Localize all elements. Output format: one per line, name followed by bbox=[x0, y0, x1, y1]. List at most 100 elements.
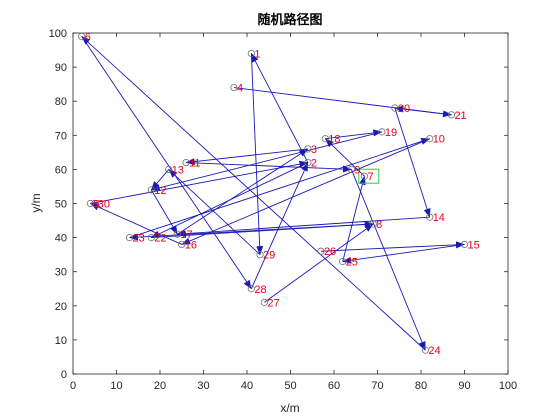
node-label-14: 14 bbox=[433, 212, 445, 224]
y-tick-label: 30 bbox=[55, 267, 67, 279]
node-point-25 bbox=[339, 257, 347, 266]
node-label-4: 4 bbox=[237, 83, 243, 95]
path-edge-3-11 bbox=[185, 148, 308, 166]
node-label-10: 10 bbox=[433, 134, 445, 146]
node-label-22: 22 bbox=[154, 233, 166, 245]
node-label-11: 11 bbox=[189, 158, 200, 170]
x-tick-label: 20 bbox=[154, 380, 166, 392]
path-edge-27-8 bbox=[264, 223, 374, 303]
path-edge-23-10 bbox=[129, 138, 431, 239]
node-point-8 bbox=[369, 220, 377, 228]
y-tick-label: 70 bbox=[55, 130, 67, 142]
x-tick-label: 60 bbox=[328, 380, 340, 392]
path-edge-24-6 bbox=[81, 36, 426, 351]
node-point-22 bbox=[147, 234, 155, 242]
node-point-11 bbox=[182, 158, 190, 167]
y-tick-label: 50 bbox=[55, 199, 67, 211]
y-tick-label: 60 bbox=[55, 164, 67, 176]
node-label-18: 18 bbox=[328, 134, 340, 146]
node-label-23: 23 bbox=[133, 233, 145, 245]
node-point-13 bbox=[165, 165, 173, 173]
path-edge-20-14 bbox=[394, 107, 431, 218]
node-point-5 bbox=[86, 199, 95, 208]
path-edge-10-16 bbox=[181, 138, 430, 245]
highlight-marker bbox=[358, 168, 380, 184]
y-tick-label: 20 bbox=[55, 301, 67, 313]
node-point-28 bbox=[247, 285, 255, 293]
node-label-7: 7 bbox=[367, 171, 373, 183]
node-point-16 bbox=[178, 240, 186, 249]
path-edge-6-28 bbox=[81, 36, 252, 290]
node-point-27 bbox=[260, 298, 268, 306]
node-label-26: 26 bbox=[324, 246, 336, 258]
plot-area bbox=[72, 32, 509, 375]
y-tick-label: 0 bbox=[61, 369, 67, 381]
label-layer: 1234567891011121314151617181920212223242… bbox=[85, 31, 480, 357]
edge-layer bbox=[81, 36, 465, 351]
path-edge-5-2 bbox=[90, 160, 309, 204]
node-point-2 bbox=[304, 158, 312, 167]
node-point-20 bbox=[391, 104, 399, 112]
node-point-19 bbox=[378, 128, 386, 136]
node-label-12: 12 bbox=[154, 185, 166, 197]
node-point-29 bbox=[256, 251, 264, 259]
node-point-26 bbox=[317, 247, 325, 255]
node-label-9: 9 bbox=[354, 164, 360, 176]
x-tick-label: 30 bbox=[197, 380, 209, 392]
y-tick-label: 40 bbox=[55, 233, 67, 245]
path-edge-29-13 bbox=[168, 169, 261, 255]
x-tick-label: 0 bbox=[70, 380, 76, 392]
x-tick-label: 10 bbox=[110, 380, 122, 392]
x-tick-label: 40 bbox=[241, 380, 253, 392]
node-label-16: 16 bbox=[185, 239, 197, 251]
node-label-13: 13 bbox=[172, 164, 184, 176]
path-edge-26-15 bbox=[320, 241, 465, 252]
path-edge-11-9 bbox=[186, 162, 352, 173]
path-edge-25-7 bbox=[342, 175, 366, 262]
x-tick-label: 90 bbox=[458, 380, 470, 392]
node-label-29: 29 bbox=[263, 250, 275, 262]
y-tick-label: 100 bbox=[49, 28, 67, 40]
node-label-21: 21 bbox=[454, 110, 466, 122]
x-tick-label: 50 bbox=[284, 380, 296, 392]
path-edge-17-3 bbox=[177, 148, 309, 235]
node-label-20: 20 bbox=[398, 103, 410, 115]
node-point-1 bbox=[247, 49, 255, 58]
y-tick-label: 90 bbox=[55, 62, 67, 74]
path-edge-1-29 bbox=[250, 53, 264, 256]
path-edge-2-22 bbox=[150, 162, 309, 239]
node-point-12 bbox=[147, 186, 155, 194]
y-axis-label: y/m bbox=[29, 193, 43, 212]
path-edge-8-23 bbox=[129, 223, 374, 241]
x-tick-label: 70 bbox=[371, 380, 383, 392]
node-label-1: 1 bbox=[254, 48, 260, 60]
axis-ticks: 0 10 20 30 40 50 60 70 80 90 100 0 10 20 30 40 50 60 70 80 9… bbox=[49, 28, 518, 392]
node-point-30 bbox=[91, 199, 99, 208]
x-tick-label: 100 bbox=[499, 380, 517, 392]
node-label-28: 28 bbox=[254, 284, 266, 296]
node-point-14 bbox=[426, 213, 434, 221]
x-axis-label: x/m bbox=[280, 401, 299, 415]
node-point-15 bbox=[460, 240, 469, 249]
node-label-30: 30 bbox=[98, 199, 110, 211]
path-edge-14-17 bbox=[176, 216, 430, 238]
node-point-17 bbox=[173, 230, 181, 238]
node-label-24: 24 bbox=[428, 345, 440, 357]
node-label-5: 5 bbox=[93, 199, 99, 211]
node-point-3 bbox=[304, 145, 312, 153]
node-label-15: 15 bbox=[468, 239, 480, 251]
path-edge-21-20 bbox=[394, 105, 452, 116]
node-point-24 bbox=[421, 346, 429, 354]
path-edge-18-19 bbox=[325, 129, 383, 140]
y-tick-label: 80 bbox=[55, 96, 67, 108]
node-point-10 bbox=[426, 135, 434, 143]
path-edge-19-12 bbox=[150, 131, 382, 192]
y-tick-label: 10 bbox=[55, 335, 67, 347]
node-label-17: 17 bbox=[180, 229, 192, 241]
node-point-21 bbox=[447, 111, 456, 119]
node-point-23 bbox=[125, 234, 134, 242]
path-edge-15-25 bbox=[342, 243, 465, 264]
path-edge-2-1 bbox=[250, 53, 309, 163]
